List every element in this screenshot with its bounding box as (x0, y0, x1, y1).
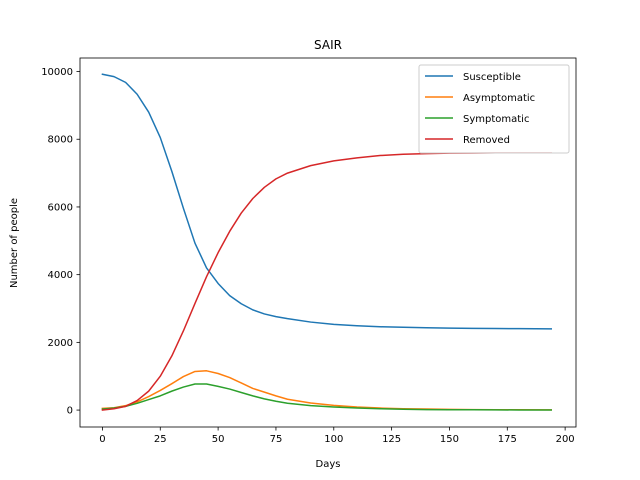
x-tick-label: 0 (99, 434, 105, 445)
x-axis-label: Days (316, 459, 341, 470)
x-tick-label: 150 (440, 434, 459, 445)
legend-label-removed: Removed (463, 135, 510, 146)
legend-label-asymptomatic: Asymptomatic (463, 93, 535, 104)
y-tick-label: 6000 (48, 202, 73, 213)
axes: 0 25 50 75 100 125 150 175 200020004000600080001… (41, 57, 577, 445)
x-tick-label: 200 (556, 434, 575, 445)
series-line-symptomatic (101, 383, 553, 411)
y-tick-label: 10000 (41, 67, 73, 78)
x-tick-label: 125 (382, 434, 401, 445)
x-tick-label: 75 (270, 434, 283, 445)
x-tick-label: 50 (212, 434, 225, 445)
y-axis-label: Number of people (9, 198, 20, 288)
y-tick-label: 0 (67, 406, 73, 417)
x-tick-label: 175 (498, 434, 517, 445)
series-line-susceptible (101, 73, 553, 330)
legend: Susceptible Asymptomatic Symptomatic Remove… (418, 64, 570, 154)
y-tick-label: 2000 (48, 338, 73, 349)
legend-box (418, 64, 570, 154)
x-tick-label: 100 (324, 434, 343, 445)
chart-title: SAIR (314, 38, 342, 52)
x-tick-label: 25 (154, 434, 167, 445)
plot-area (101, 73, 553, 411)
legend-label-symptomatic: Symptomatic (463, 114, 529, 125)
y-tick-label: 4000 (48, 270, 73, 281)
y-tick-label: 8000 (48, 135, 73, 146)
axes-frame (79, 57, 577, 428)
legend-label-susceptible: Susceptible (463, 72, 521, 83)
